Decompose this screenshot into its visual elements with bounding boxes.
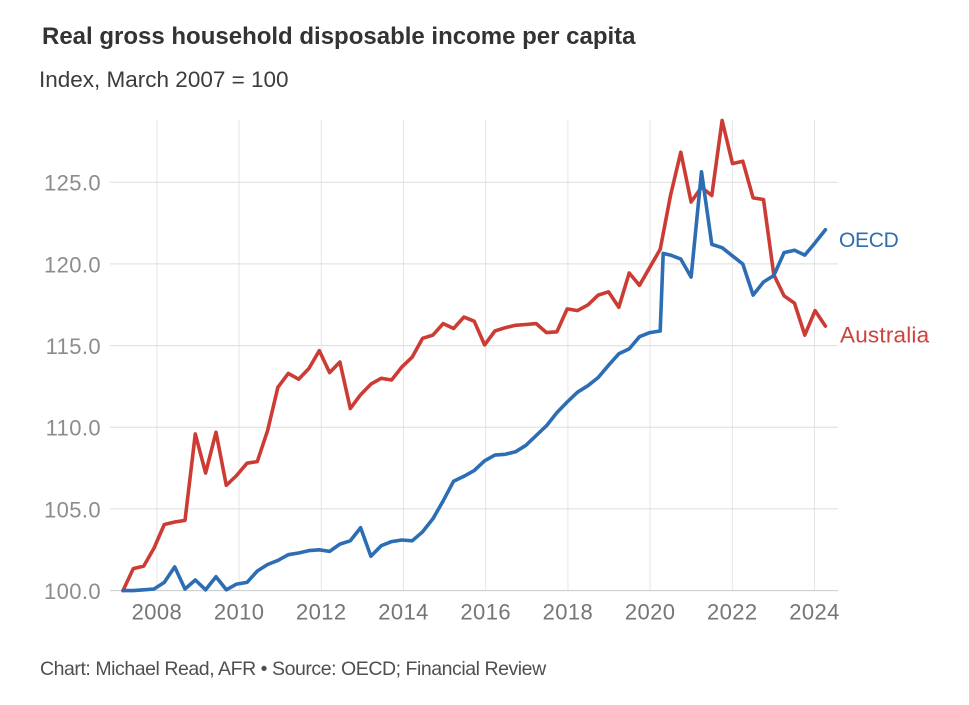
- svg-text:2018: 2018: [543, 600, 594, 625]
- svg-text:110.0: 110.0: [46, 416, 101, 441]
- svg-text:100.0: 100.0: [44, 579, 101, 604]
- svg-text:2016: 2016: [460, 600, 511, 625]
- svg-text:125.0: 125.0: [44, 171, 101, 196]
- svg-text:OECD: OECD: [839, 229, 899, 252]
- svg-text:2008: 2008: [132, 600, 183, 625]
- svg-text:2020: 2020: [625, 600, 676, 625]
- svg-text:115.0: 115.0: [46, 334, 101, 359]
- svg-text:120.0: 120.0: [44, 252, 101, 277]
- svg-text:2014: 2014: [378, 600, 429, 625]
- svg-text:2024: 2024: [789, 600, 840, 625]
- svg-text:2012: 2012: [296, 600, 347, 625]
- svg-text:2010: 2010: [214, 600, 265, 625]
- svg-text:105.0: 105.0: [44, 497, 101, 522]
- svg-text:2022: 2022: [707, 600, 758, 625]
- svg-text:Australia: Australia: [840, 322, 930, 347]
